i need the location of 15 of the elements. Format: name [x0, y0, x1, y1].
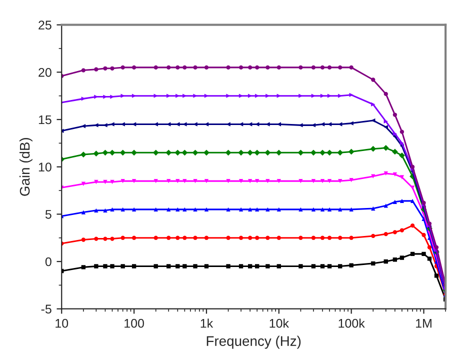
- y-tick-label: 5: [45, 210, 52, 219]
- x-tick-label: 100: [124, 318, 144, 328]
- x-axis-title: Frequency (Hz): [206, 336, 301, 349]
- y-axis-title: Gain (dB): [19, 138, 32, 196]
- y-tick-label: 15: [38, 115, 52, 124]
- y-tick-label: 20: [38, 68, 52, 77]
- y-tick-label: 0: [45, 257, 52, 266]
- x-tick-label: 1M: [416, 319, 432, 328]
- y-tick-label: -5: [41, 304, 52, 314]
- x-tick-label: 10: [56, 318, 68, 328]
- x-tick-label: 1k: [200, 318, 214, 328]
- y-tick-label: 10: [38, 162, 52, 172]
- x-tick-label: 100k: [338, 318, 365, 328]
- y-tick-label: 25: [38, 20, 52, 30]
- x-tick-label: 10k: [270, 318, 289, 328]
